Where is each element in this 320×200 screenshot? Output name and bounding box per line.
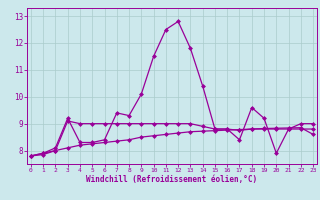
X-axis label: Windchill (Refroidissement éolien,°C): Windchill (Refroidissement éolien,°C) [86,175,258,184]
